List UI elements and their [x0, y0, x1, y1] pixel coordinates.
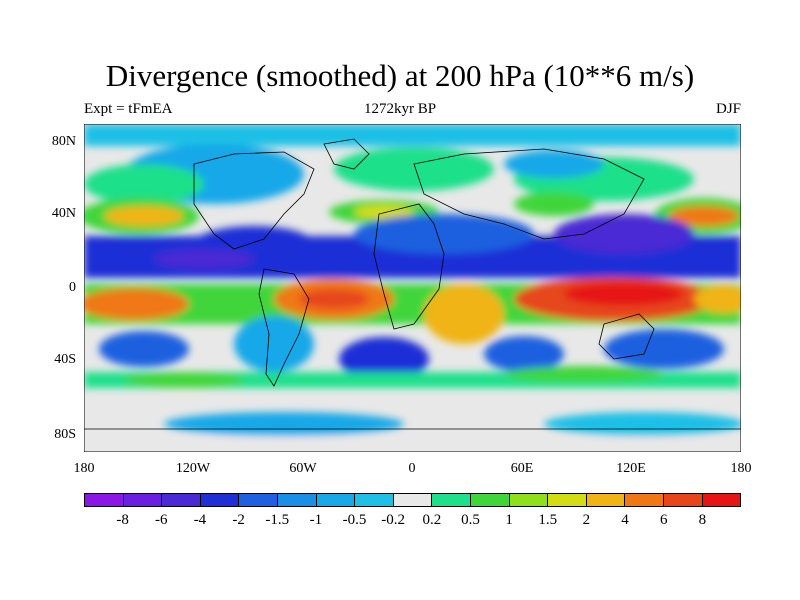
- lon-label-60w: 60W: [289, 461, 317, 476]
- colorbar-box: [162, 493, 201, 507]
- colorbar-label: 0.2: [422, 512, 442, 528]
- experiment-label: Expt = tFmEA: [84, 101, 173, 117]
- colorbar-label: -0.2: [381, 512, 406, 528]
- lat-label-40n: 40N: [51, 206, 76, 221]
- lon-label-120e: 120E: [616, 461, 646, 476]
- lon-label-120w: 120W: [175, 461, 211, 476]
- colorbar-box: [586, 493, 626, 507]
- coastlines: [84, 138, 741, 430]
- colorbar-label: 0.5: [461, 512, 480, 528]
- colorbar-label: -2: [232, 512, 245, 528]
- lon-label-60e: 60E: [510, 461, 534, 476]
- colorbar-label: -8: [116, 512, 129, 528]
- colorbar-box: [200, 493, 240, 507]
- colorbar-box: [316, 493, 356, 507]
- colorbar-label: -0.5: [342, 512, 367, 528]
- lat-label-40s: 40S: [54, 352, 76, 367]
- divergence-map: [84, 124, 741, 452]
- colorbar-box: [702, 493, 742, 507]
- colorbar-label: 1.5: [538, 512, 558, 528]
- colorbar-box: [548, 493, 587, 507]
- colorbar-label: 1: [505, 512, 513, 528]
- colorbar-box: [509, 493, 549, 507]
- colorbar-box: [123, 493, 163, 507]
- lat-label-80s: 80S: [54, 427, 76, 442]
- lat-label-0: 0: [69, 280, 76, 295]
- lat-label-80n: 80N: [51, 134, 76, 149]
- colorbar-box: [663, 493, 703, 507]
- colorbar-label: 4: [621, 512, 629, 528]
- colorbar-box: [625, 493, 664, 507]
- colorbar-label: -1: [309, 512, 323, 528]
- divergence-field: [84, 124, 741, 452]
- colorbar-label: 6: [659, 512, 668, 528]
- chart-title: Divergence (smoothed) at 200 hPa (10**6 …: [105, 58, 695, 93]
- time-label: 1272kyr BP: [363, 101, 437, 117]
- colorbar-box: [84, 493, 124, 507]
- colorbar-box: [239, 493, 278, 507]
- colorbar-label: -6: [155, 512, 168, 528]
- colorbar-label: 8: [698, 512, 707, 528]
- lon-label-180w: 180: [73, 461, 95, 476]
- season-label: DJF: [715, 101, 741, 117]
- colorbar-label: 2: [582, 512, 591, 528]
- lon-label-0: 0: [408, 461, 416, 476]
- lon-label-180e: 180: [730, 461, 752, 476]
- colorbar-box: [432, 493, 471, 507]
- colorbar-box: [470, 493, 510, 507]
- colorbar-label: -1.5: [265, 512, 290, 528]
- colorbar-box: [277, 493, 317, 507]
- colorbar: [84, 493, 742, 507]
- colorbar-box: [393, 493, 433, 507]
- colorbar-label: -4: [193, 512, 207, 528]
- colorbar-box: [355, 493, 394, 507]
